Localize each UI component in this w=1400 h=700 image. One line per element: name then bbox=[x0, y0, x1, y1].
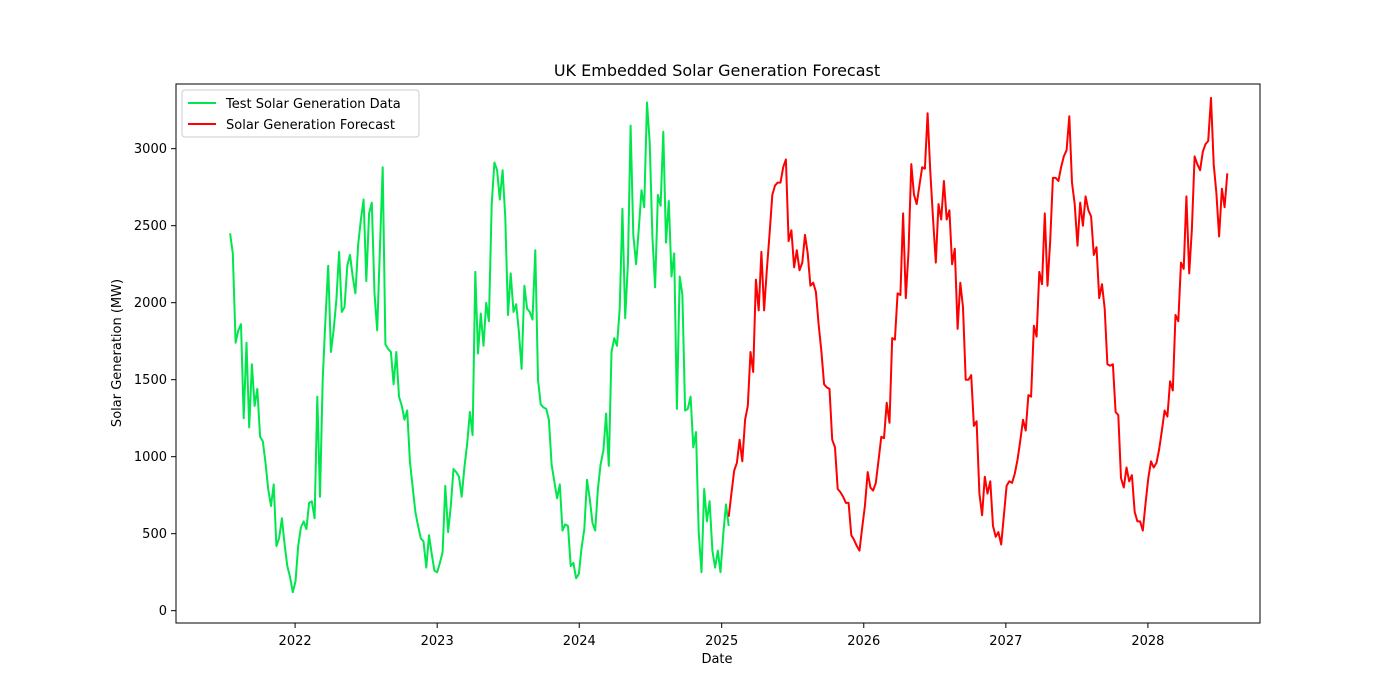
chart-title: UK Embedded Solar Generation Forecast bbox=[554, 61, 880, 80]
y-tick-label: 1500 bbox=[134, 373, 167, 388]
y-axis-label: Solar Generation (MW) bbox=[110, 279, 125, 427]
y-tick-label: 1000 bbox=[134, 450, 167, 465]
x-tick-label: 2025 bbox=[705, 634, 738, 649]
y-tick-label: 2500 bbox=[134, 219, 167, 234]
y-tick-label: 500 bbox=[142, 527, 167, 542]
legend-box bbox=[181, 89, 420, 138]
series-line-forecast bbox=[727, 96, 1229, 552]
legend: Test Solar Generation Data Solar Generat… bbox=[181, 89, 420, 138]
x-tick-label: 2026 bbox=[847, 634, 880, 649]
x-tick-label: 2027 bbox=[989, 634, 1022, 649]
x-tick-label: 2023 bbox=[421, 634, 454, 649]
x-axis-ticks: 2022 2023 2024 2025 2026 2027 2028 bbox=[279, 623, 1164, 649]
plot-frame bbox=[175, 83, 1261, 624]
x-axis-label: Date bbox=[701, 652, 732, 667]
series-line-test-data bbox=[229, 101, 730, 594]
y-axis-ticks: 0 500 1000 1500 2000 2500 3000 bbox=[134, 142, 176, 619]
legend-label-forecast: Solar Generation Forecast bbox=[226, 118, 395, 133]
x-tick-label: 2028 bbox=[1131, 634, 1164, 649]
series-lines bbox=[229, 96, 1229, 594]
x-tick-label: 2024 bbox=[563, 634, 596, 649]
legend-label-test-data: Test Solar Generation Data bbox=[225, 97, 401, 112]
x-tick-label: 2022 bbox=[279, 634, 312, 649]
y-tick-label: 2000 bbox=[134, 296, 167, 311]
y-tick-label: 3000 bbox=[134, 142, 167, 157]
y-tick-label: 0 bbox=[159, 604, 167, 619]
